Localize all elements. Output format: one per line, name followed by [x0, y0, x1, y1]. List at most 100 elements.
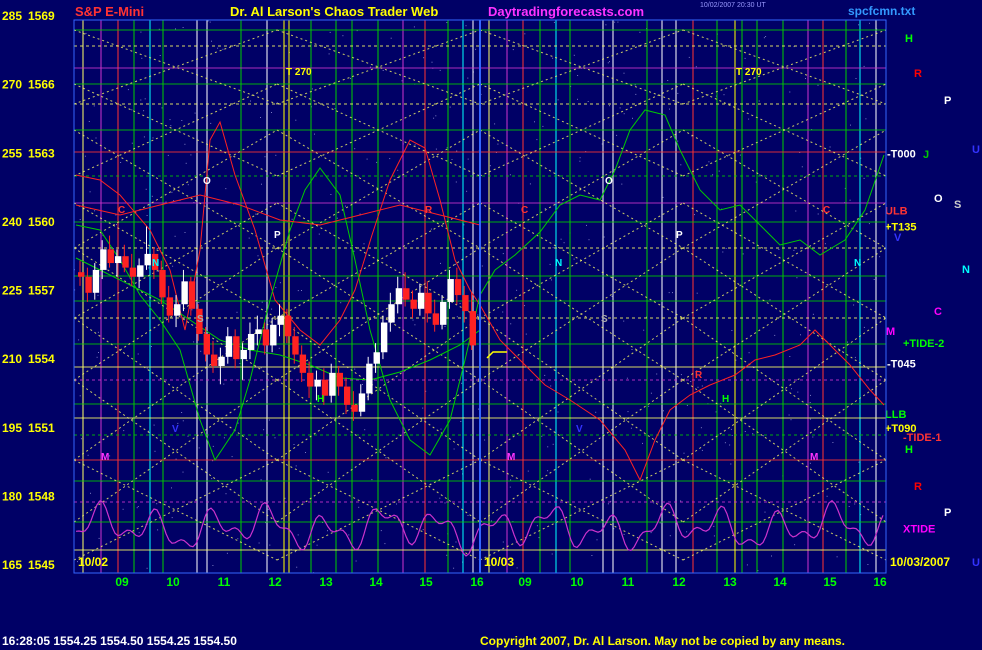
star: [461, 382, 463, 384]
star: [157, 270, 159, 272]
star: [459, 303, 461, 304]
star: [194, 112, 196, 114]
price-bar-body: [262, 329, 270, 346]
star: [621, 183, 623, 185]
star: [158, 28, 160, 30]
star: [617, 21, 619, 23]
star: [455, 541, 457, 543]
star: [560, 238, 562, 240]
star: [700, 427, 702, 429]
star: [863, 65, 865, 67]
star: [552, 443, 554, 445]
star: [274, 437, 276, 439]
price-bar-body: [336, 372, 343, 387]
star: [401, 297, 403, 299]
star: [182, 471, 184, 473]
star: [140, 99, 142, 101]
star: [210, 122, 212, 124]
star: [858, 24, 860, 26]
star: [755, 181, 757, 183]
chart-letter: H: [317, 394, 324, 405]
y-tick-right: 1551: [28, 421, 55, 435]
star: [607, 503, 609, 505]
star: [863, 326, 865, 328]
star: [713, 525, 715, 527]
star: [466, 190, 468, 192]
star: [849, 199, 851, 201]
star: [444, 502, 446, 504]
star: [771, 555, 772, 557]
planet-letter: R: [914, 481, 922, 493]
diagonal-line: [73, 129, 278, 249]
star: [854, 503, 856, 505]
star: [440, 428, 442, 430]
star: [541, 435, 543, 437]
star: [397, 169, 399, 171]
diagonal-line: [479, 202, 684, 319]
star: [138, 532, 140, 534]
star: [701, 385, 703, 387]
star: [198, 447, 200, 449]
star: [279, 282, 281, 284]
star: [87, 454, 89, 456]
star: [573, 54, 575, 56]
star: [516, 567, 518, 569]
star: [381, 102, 383, 104]
star: [793, 46, 795, 48]
star: [150, 346, 152, 347]
last-price-marker: [486, 351, 507, 359]
diagonal-line: [73, 317, 278, 461]
star: [316, 544, 318, 546]
level-label: LLB: [885, 409, 906, 421]
star: [550, 385, 552, 387]
red-secondary-curve: [75, 194, 481, 226]
star: [484, 439, 486, 441]
header-site[interactable]: Daytradingforecasts.com: [488, 4, 645, 19]
star: [314, 133, 315, 135]
star: [191, 309, 193, 311]
star: [748, 352, 750, 354]
price-bar-body: [329, 372, 336, 396]
star: [557, 99, 559, 101]
star: [810, 394, 811, 396]
y-tick-left: 255: [2, 146, 22, 160]
star: [376, 161, 378, 163]
diagonal-line: [73, 29, 278, 105]
star: [643, 329, 645, 331]
star: [794, 544, 796, 546]
price-bar-body: [137, 265, 144, 277]
level-label: -T000: [887, 148, 916, 160]
star: [663, 410, 664, 412]
star: [662, 196, 664, 198]
star: [463, 224, 465, 226]
star: [102, 235, 104, 237]
star: [396, 177, 398, 178]
star: [175, 28, 176, 30]
star: [175, 458, 177, 460]
star: [669, 535, 671, 537]
footer-copyright: Copyright 2007, Dr. Al Larson. May not b…: [480, 634, 845, 648]
star: [226, 552, 228, 554]
price-bar-body: [107, 249, 114, 264]
star: [171, 517, 173, 519]
star: [275, 287, 277, 289]
star: [293, 444, 295, 445]
star: [446, 22, 448, 23]
star: [369, 66, 371, 68]
planet-letter: O: [934, 193, 943, 205]
y-tick-left: 180: [2, 489, 22, 503]
star: [614, 21, 616, 23]
price-bar-body: [100, 249, 107, 270]
price-bar-body: [255, 329, 262, 334]
x-tick-label: 15: [823, 575, 837, 589]
star: [863, 177, 865, 179]
star: [151, 195, 153, 197]
star: [553, 21, 555, 23]
star: [363, 243, 365, 245]
star: [84, 155, 86, 157]
star: [171, 191, 173, 193]
star: [265, 522, 266, 524]
star: [136, 507, 138, 509]
star: [380, 530, 382, 532]
date-label: 10/03/2007: [890, 555, 950, 569]
